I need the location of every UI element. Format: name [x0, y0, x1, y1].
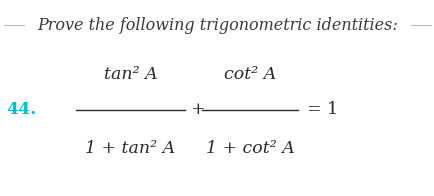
- Text: 44.: 44.: [7, 101, 37, 118]
- Text: 1 + cot² A: 1 + cot² A: [205, 141, 294, 157]
- Text: tan² A: tan² A: [103, 66, 157, 83]
- Text: Prove the following trigonometric identities:: Prove the following trigonometric identi…: [37, 17, 397, 34]
- Text: cot² A: cot² A: [224, 66, 276, 83]
- Text: = 1: = 1: [306, 101, 337, 118]
- Text: 1 + tan² A: 1 + tan² A: [85, 141, 175, 157]
- Text: +: +: [190, 101, 205, 118]
